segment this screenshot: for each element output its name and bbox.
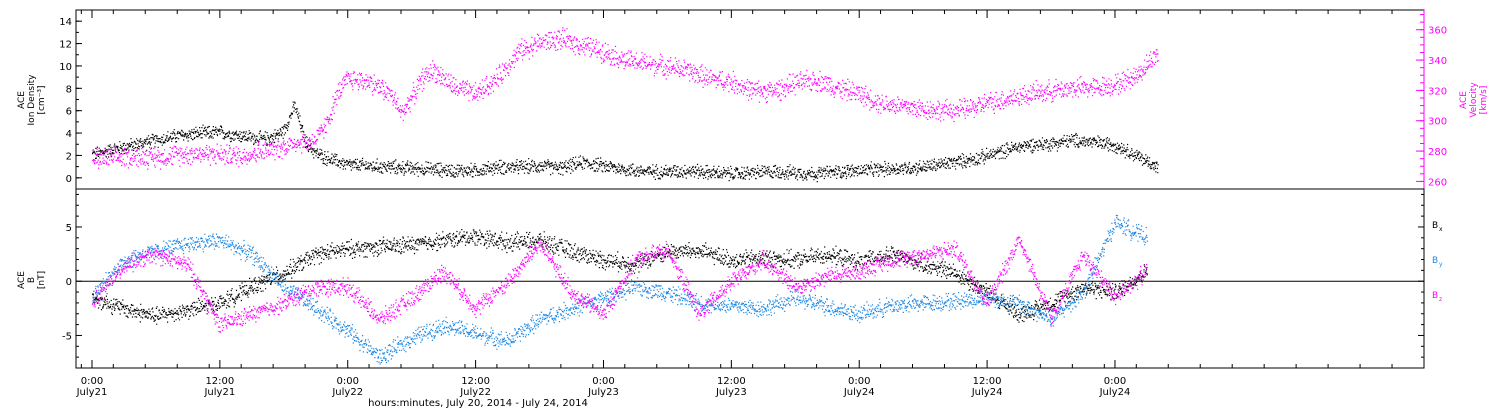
date-tick-label: July24 xyxy=(971,387,1003,398)
field-series-z xyxy=(92,236,1148,333)
density-series xyxy=(92,101,1159,183)
velocity-tick-label: 360 xyxy=(1428,26,1447,37)
velocity-axis-title-line: ACE xyxy=(1459,91,1469,109)
legend-subscript-y: y xyxy=(1439,261,1443,268)
density-axis-title: ACE Ion Density [cm⁻³] xyxy=(17,74,47,126)
velocity-series-points xyxy=(92,27,1159,170)
density-tick-label: 12 xyxy=(59,40,72,51)
legend-bz: B xyxy=(1432,291,1438,301)
field-tick-label: -5 xyxy=(62,331,72,342)
field-series-x xyxy=(92,229,1148,325)
density-axis-title-line: ACE xyxy=(17,91,27,109)
velocity-tick-label: 300 xyxy=(1428,117,1447,128)
density-axis-title-line: Ion Density xyxy=(27,74,37,126)
date-tick-label: July22 xyxy=(459,387,491,398)
velocity-tick-label: 260 xyxy=(1428,177,1447,188)
time-axis: 0:00July2112:00July210:00July2212:00July… xyxy=(76,10,1393,398)
time-tick-label: 12:00 xyxy=(461,376,490,387)
field-axis-title-line: B xyxy=(27,277,37,283)
field-axis-title-line: ACE xyxy=(17,271,27,289)
field-tick-label: 0 xyxy=(66,277,72,288)
date-tick-label: July23 xyxy=(587,387,619,398)
velocity-axis-title: ACE Velocity [km/s] xyxy=(1459,82,1489,118)
density-tick-label: 8 xyxy=(66,84,72,95)
time-tick-label: 12:00 xyxy=(973,376,1002,387)
density-tick-label: 0 xyxy=(66,174,72,185)
time-tick-label: 0:00 xyxy=(592,376,614,387)
date-tick-label: July23 xyxy=(715,387,747,398)
field-series-z-points xyxy=(92,236,1148,333)
date-tick-label: July21 xyxy=(76,387,108,398)
velocity-axis-title-line: [km/s] xyxy=(1479,86,1489,115)
field-axis-title-line: [nT] xyxy=(37,271,47,289)
velocity-tick-label: 320 xyxy=(1428,86,1447,97)
field-series-y xyxy=(92,214,1148,365)
date-tick-label: July22 xyxy=(331,387,363,398)
time-tick-label: 12:00 xyxy=(717,376,746,387)
legend-subscript-x: x xyxy=(1439,226,1443,233)
density-axis-title-line: [cm⁻³] xyxy=(37,85,47,114)
date-tick-label: July24 xyxy=(1099,387,1131,398)
bottom-panel-frame xyxy=(75,188,1425,369)
date-tick-label: July21 xyxy=(203,387,235,398)
x-axis-label: hours:minutes, July 20, 2014 - July 24, … xyxy=(368,398,588,409)
date-tick-label: July24 xyxy=(843,387,875,398)
field-tick-label: 5 xyxy=(66,223,72,234)
legend-bx: B xyxy=(1432,221,1438,231)
field-series-y-points xyxy=(92,214,1148,365)
legend-by: B xyxy=(1432,256,1438,266)
field-series-x-points xyxy=(92,229,1148,325)
velocity-tick-label: 280 xyxy=(1428,147,1447,158)
top-panel-frame xyxy=(75,9,1425,190)
time-tick-label: 0:00 xyxy=(81,376,103,387)
density-tick-label: 4 xyxy=(66,129,72,140)
density-series-points xyxy=(92,101,1159,183)
density-tick-label: 14 xyxy=(59,17,72,28)
field-axis-title: ACE B [nT] xyxy=(17,271,47,289)
time-tick-label: 0:00 xyxy=(336,376,358,387)
velocity-axis-title-line: Velocity xyxy=(1469,82,1479,118)
time-tick-label: 0:00 xyxy=(848,376,870,387)
time-tick-label: 12:00 xyxy=(205,376,234,387)
density-tick-label: 6 xyxy=(66,107,72,118)
density-tick-label: 2 xyxy=(66,151,72,162)
velocity-tick-label: 340 xyxy=(1428,56,1447,67)
density-tick-label: 10 xyxy=(59,62,72,73)
velocity-series xyxy=(92,27,1159,170)
legend-subscript-z: z xyxy=(1439,296,1442,303)
time-tick-label: 0:00 xyxy=(1104,376,1126,387)
